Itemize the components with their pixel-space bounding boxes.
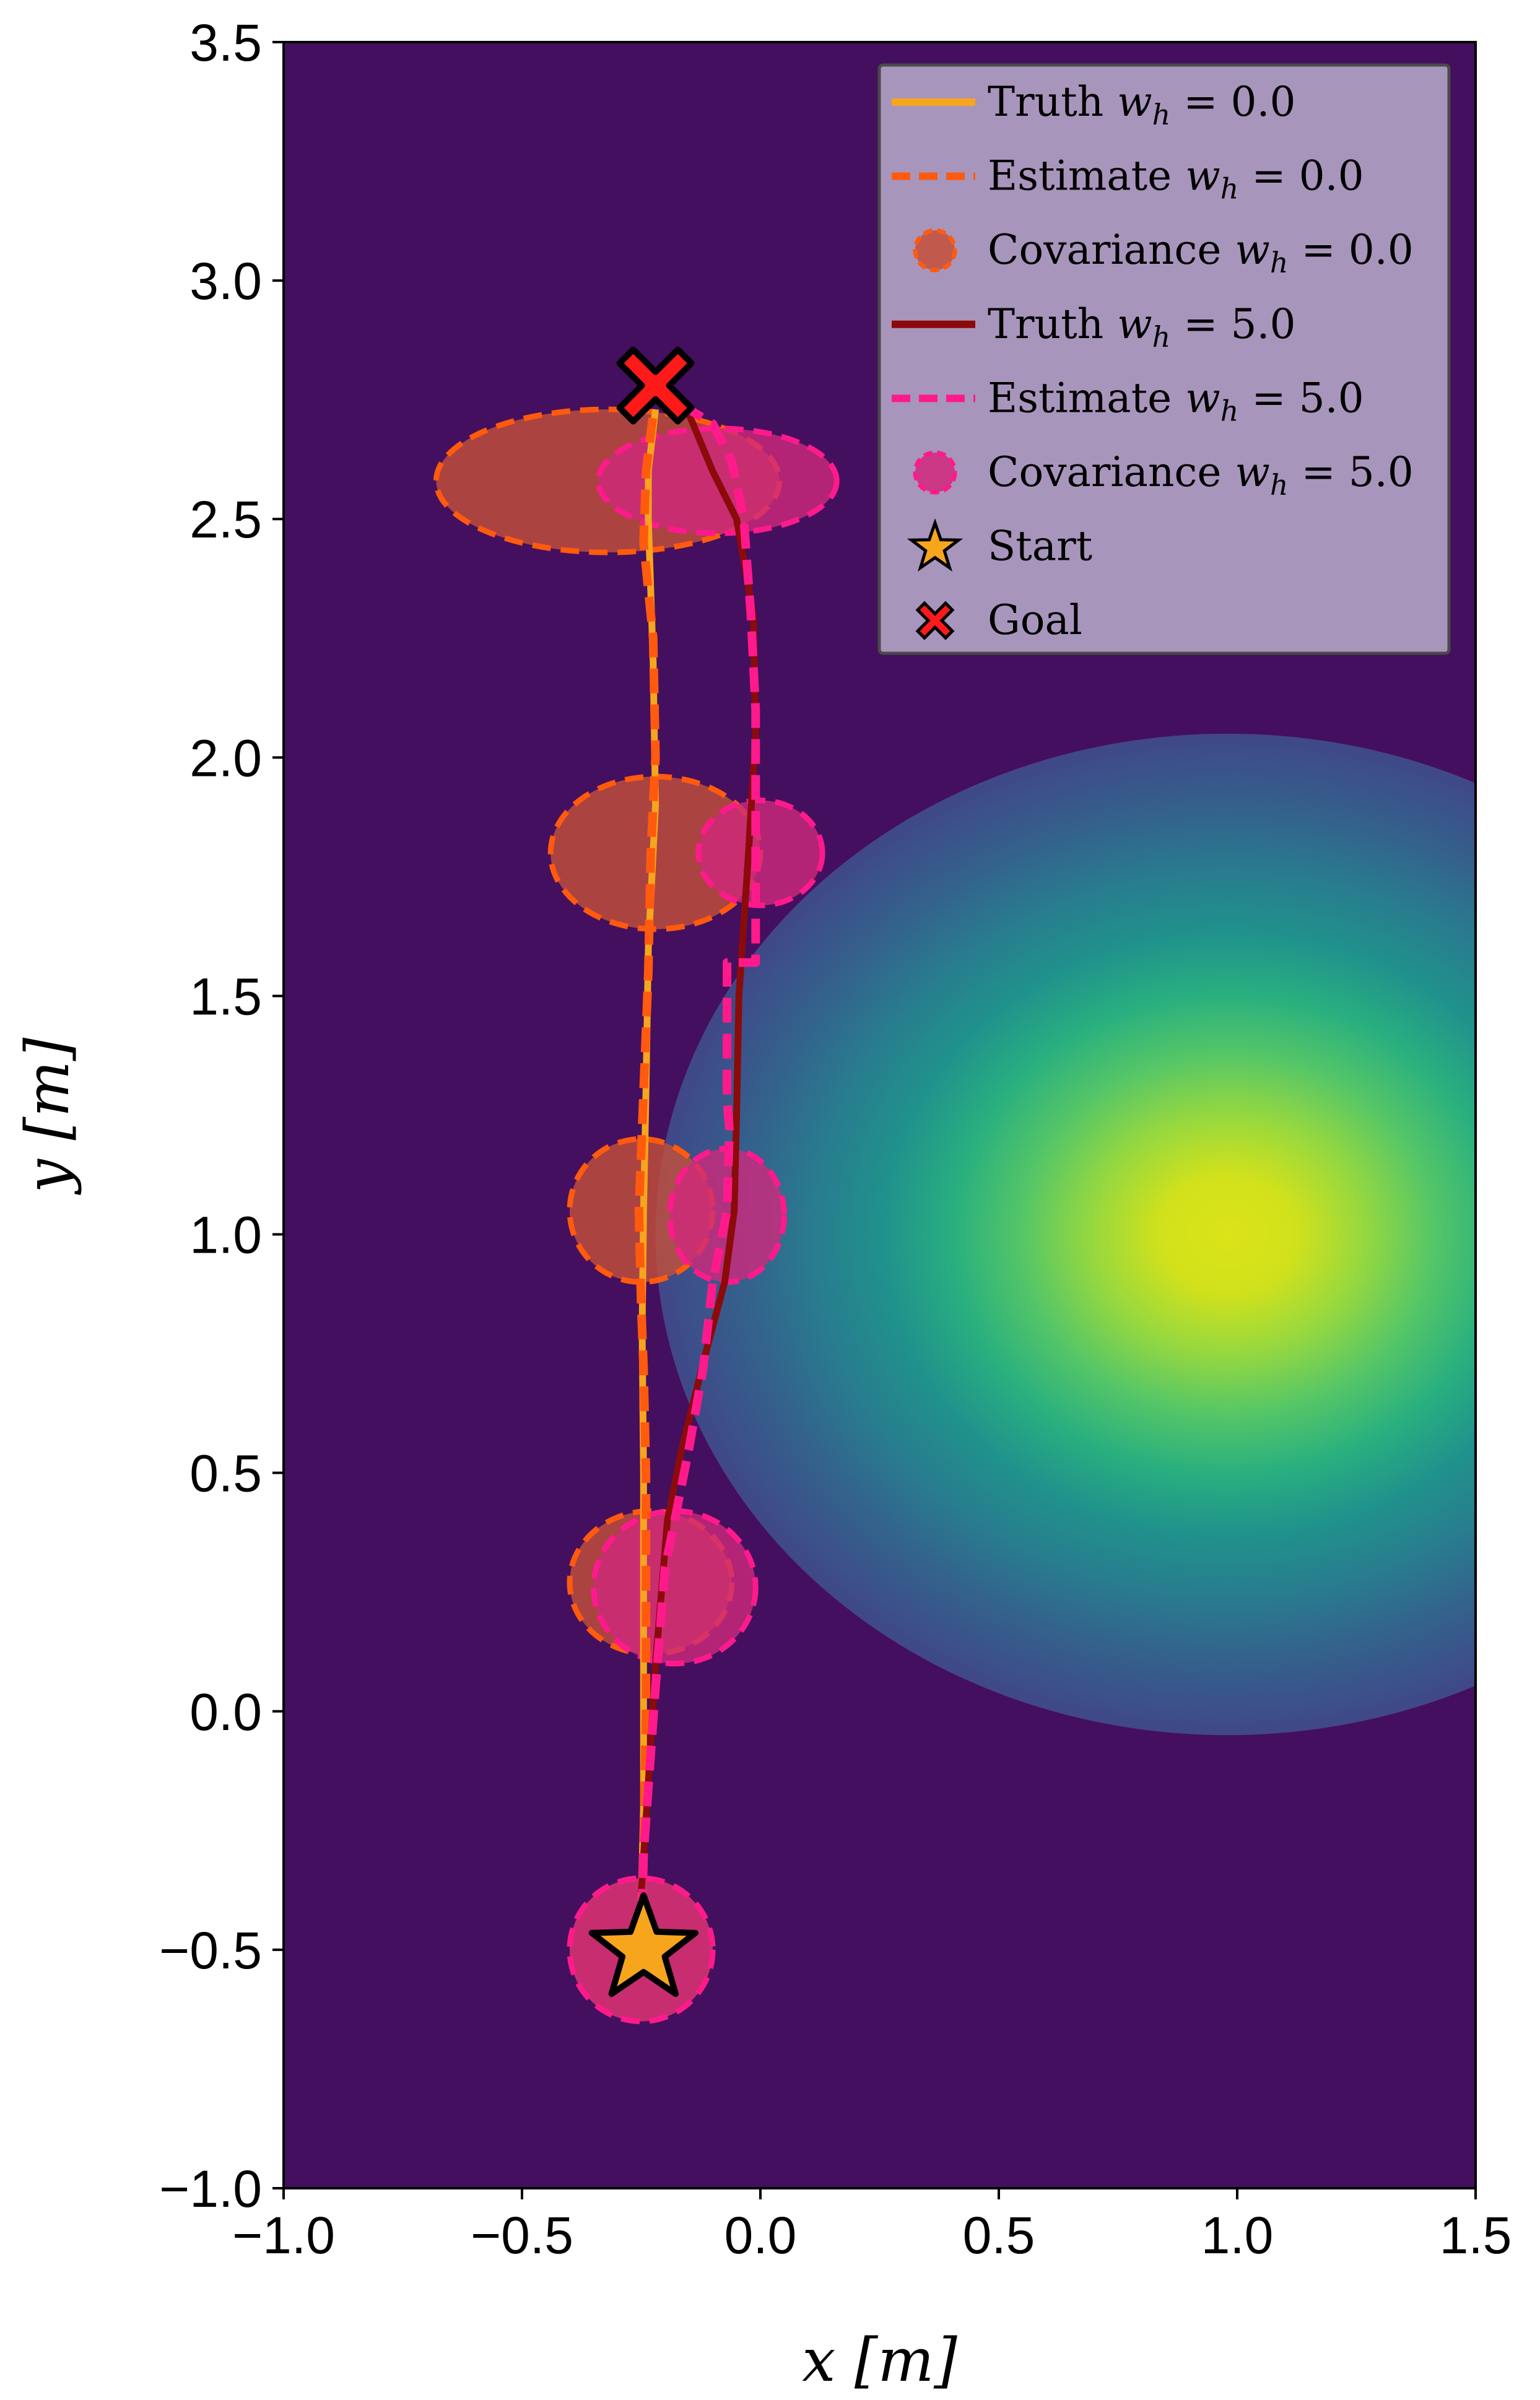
- x-tick-label: 1.0: [1201, 2206, 1274, 2264]
- legend: Truth wh = 0.0 Estimate wh = 0.0 Covariance w…: [877, 63, 1451, 655]
- series-line-1: [634, 413, 660, 1950]
- axes: −1.0 −0.5 0.0 0.5 1.0 1.5 −1.0 −0.5 0.0 0.5 1.0 1.5…: [13, 14, 1512, 2395]
- y-tick-label: 3.5: [189, 14, 262, 72]
- legend-entry-5: Covariance wh = 5.0: [988, 448, 1414, 502]
- legend-swatch-2: [913, 228, 957, 272]
- covariance-ellipse-1-3: [695, 798, 825, 908]
- series-line-3: [637, 391, 760, 1950]
- start-marker: [588, 1892, 698, 1998]
- legend-entry-7: Goal: [988, 596, 1082, 644]
- legend-swatch-5: [913, 450, 957, 495]
- legend-swatch-7: [915, 601, 955, 640]
- axes-frame: [282, 41, 1477, 2189]
- x-tick-label: 0.5: [963, 2206, 1035, 2264]
- legend-entry-0: Truth wh = 0.0: [988, 78, 1295, 131]
- x-tick-label: 1.5: [1440, 2206, 1512, 2264]
- x-axis-label: x [m]: [802, 2326, 957, 2395]
- y-tick-label: 1.5: [189, 967, 262, 1025]
- y-tick-label: 1.0: [189, 1206, 262, 1264]
- y-tick-label: −0.5: [159, 1921, 262, 1980]
- legend-swatch-6: [907, 518, 964, 572]
- legend-entry-1: Estimate wh = 0.0: [988, 152, 1364, 206]
- legend-entry-2: Covariance wh = 0.0: [988, 226, 1414, 279]
- legend-entry-6: Start: [988, 523, 1092, 570]
- heat-peak: [655, 734, 1476, 1736]
- legend-box: [877, 63, 1451, 655]
- legend-entry-3: Truth wh = 5.0: [988, 300, 1295, 354]
- legend-entry-4: Estimate wh = 5.0: [988, 374, 1364, 427]
- y-tick-label: 2.5: [189, 490, 262, 549]
- y-tick-label: −1.0: [159, 2160, 262, 2218]
- y-axis-label: y [m]: [13, 1037, 82, 1195]
- y-tick-label: 2.0: [189, 729, 262, 787]
- y-tick-label: 0.5: [189, 1445, 262, 1503]
- y-tick-label: 0.0: [189, 1683, 262, 1741]
- x-tick-label: −0.5: [471, 2206, 573, 2264]
- x-tick-label: −1.0: [232, 2206, 335, 2264]
- y-tick-label: 3.0: [189, 252, 262, 310]
- x-tick-label: 0.0: [724, 2206, 797, 2264]
- goal-marker: [616, 346, 695, 425]
